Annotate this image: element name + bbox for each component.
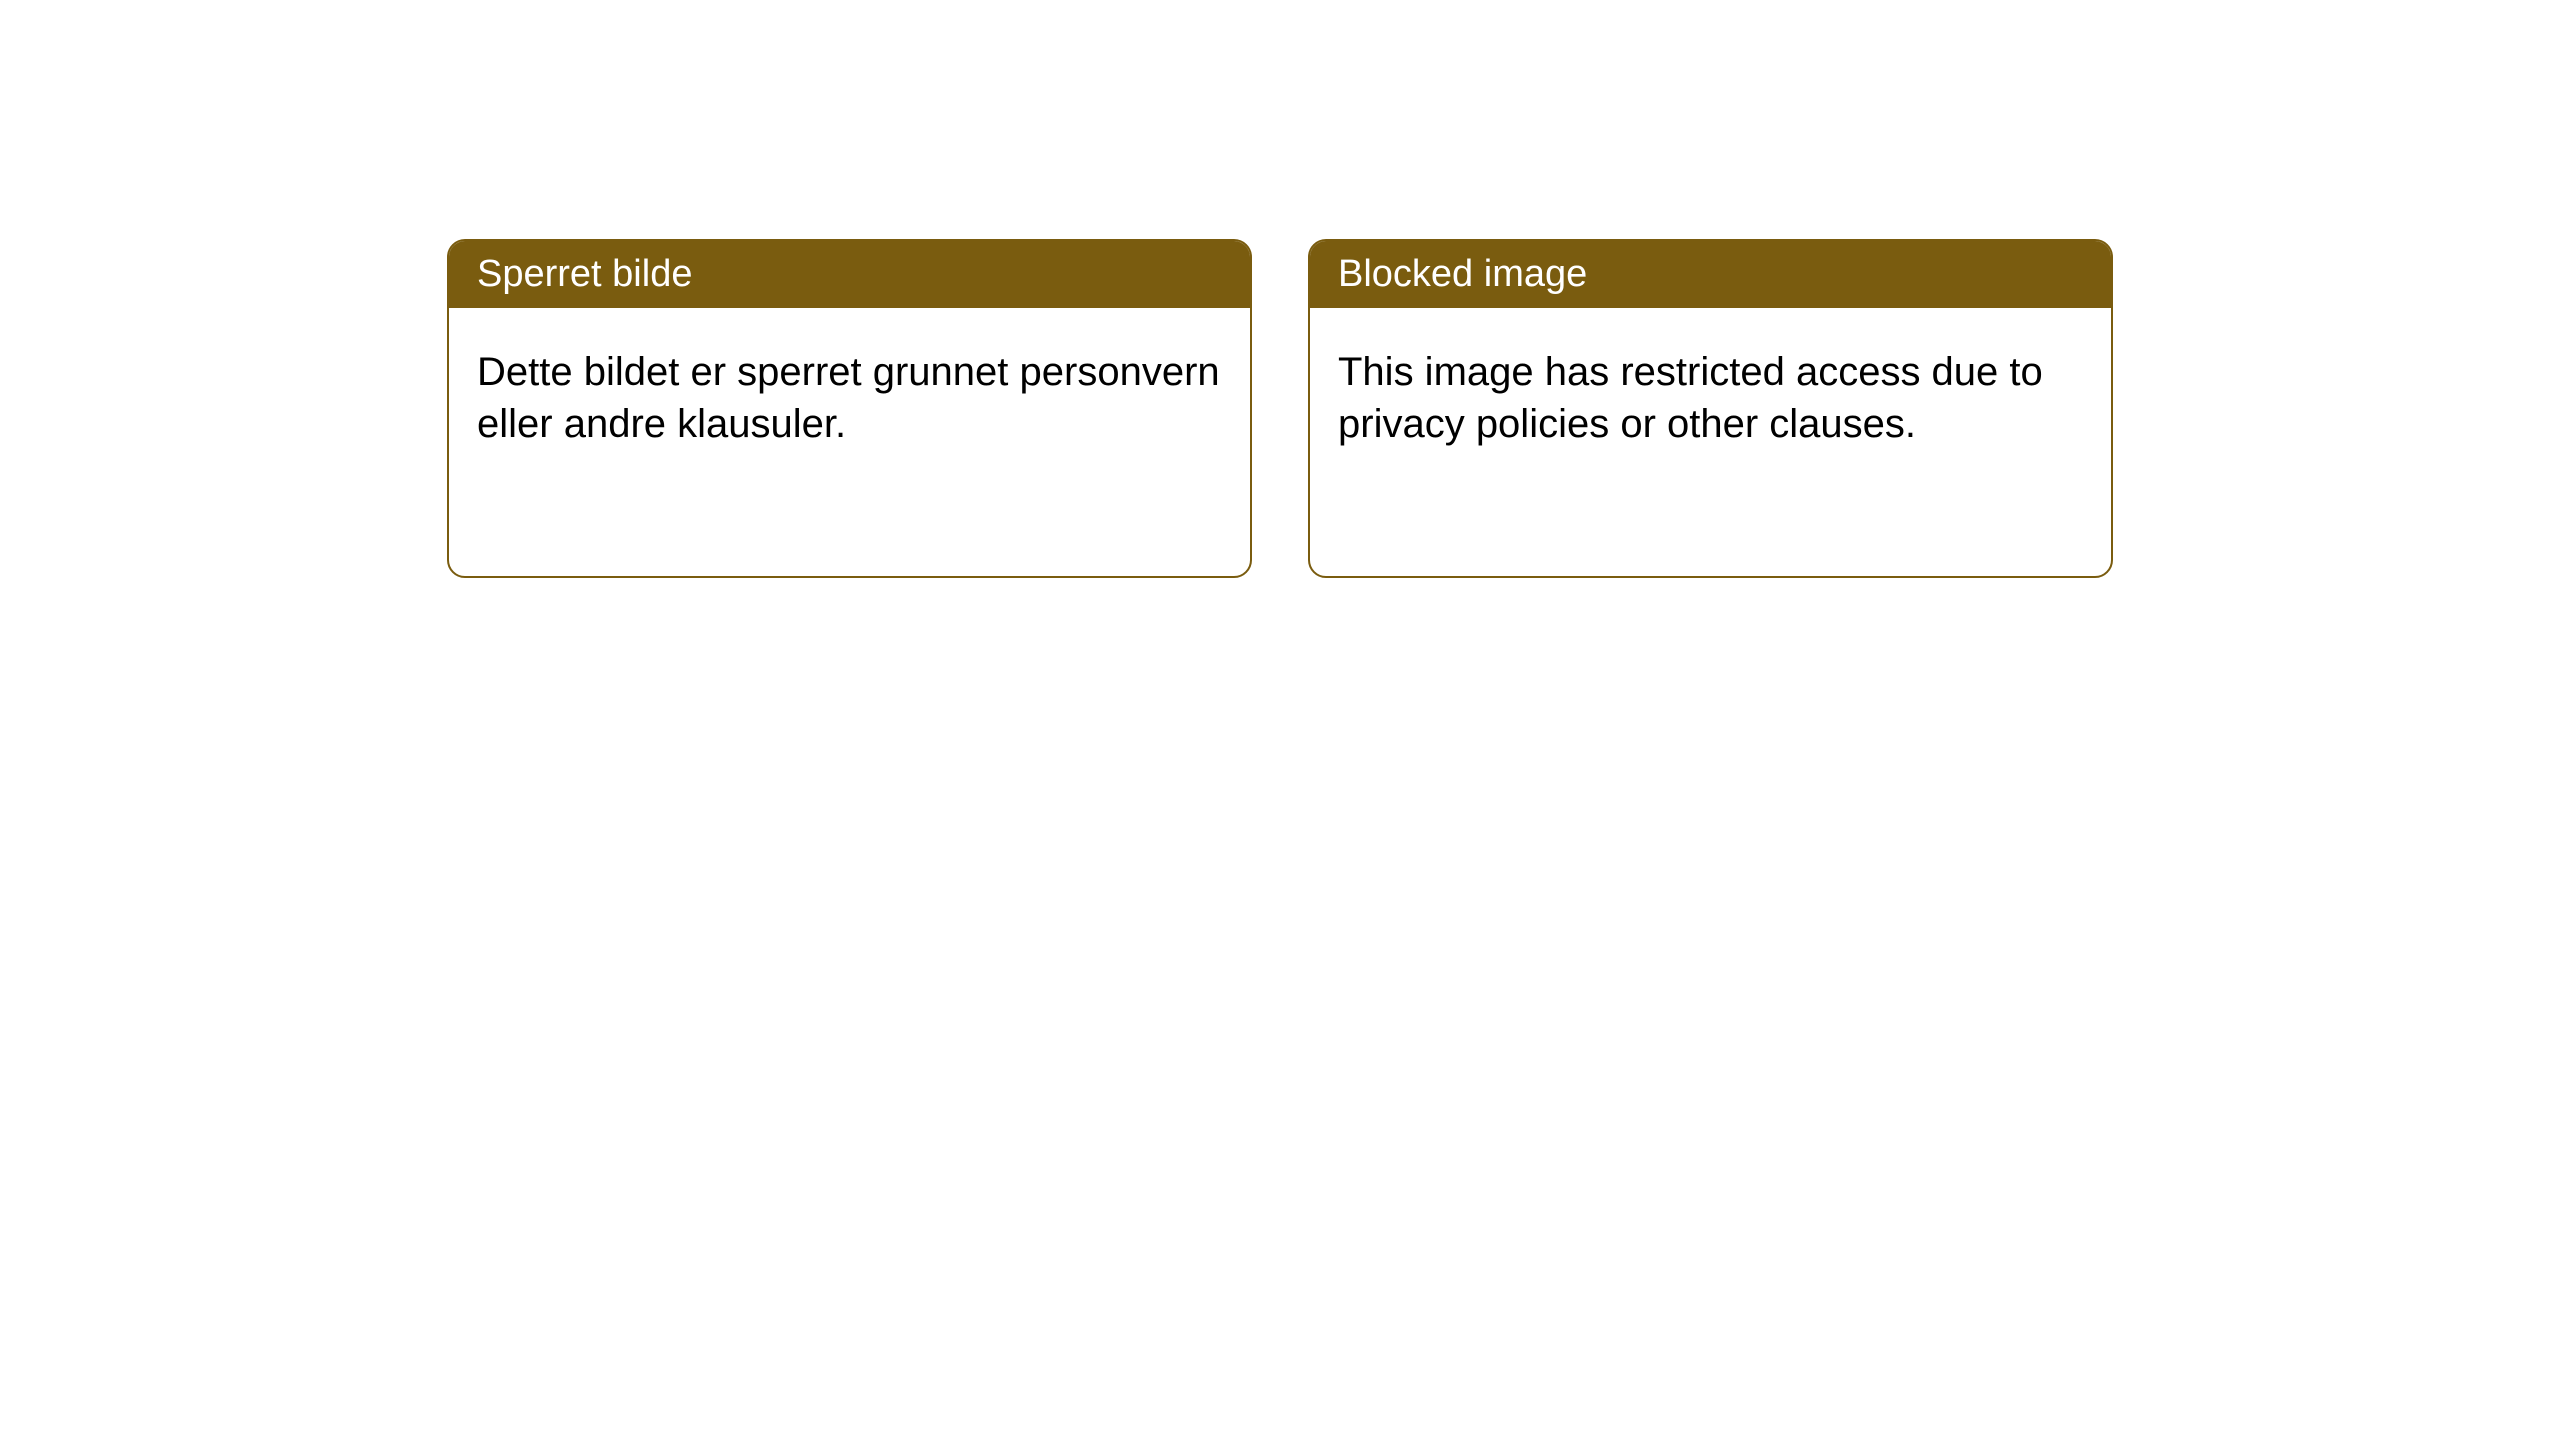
- notice-card-norwegian: Sperret bilde Dette bildet er sperret gr…: [447, 239, 1252, 578]
- card-title: Sperret bilde: [477, 253, 692, 295]
- notice-card-english: Blocked image This image has restricted …: [1308, 239, 2113, 578]
- card-header: Sperret bilde: [449, 241, 1250, 308]
- card-body-text: This image has restricted access due to …: [1338, 350, 2043, 446]
- notice-container: Sperret bilde Dette bildet er sperret gr…: [447, 239, 2113, 578]
- card-body-text: Dette bildet er sperret grunnet personve…: [477, 350, 1220, 446]
- card-body: Dette bildet er sperret grunnet personve…: [449, 308, 1250, 488]
- card-title: Blocked image: [1338, 253, 1587, 295]
- card-body: This image has restricted access due to …: [1310, 308, 2111, 488]
- card-header: Blocked image: [1310, 241, 2111, 308]
